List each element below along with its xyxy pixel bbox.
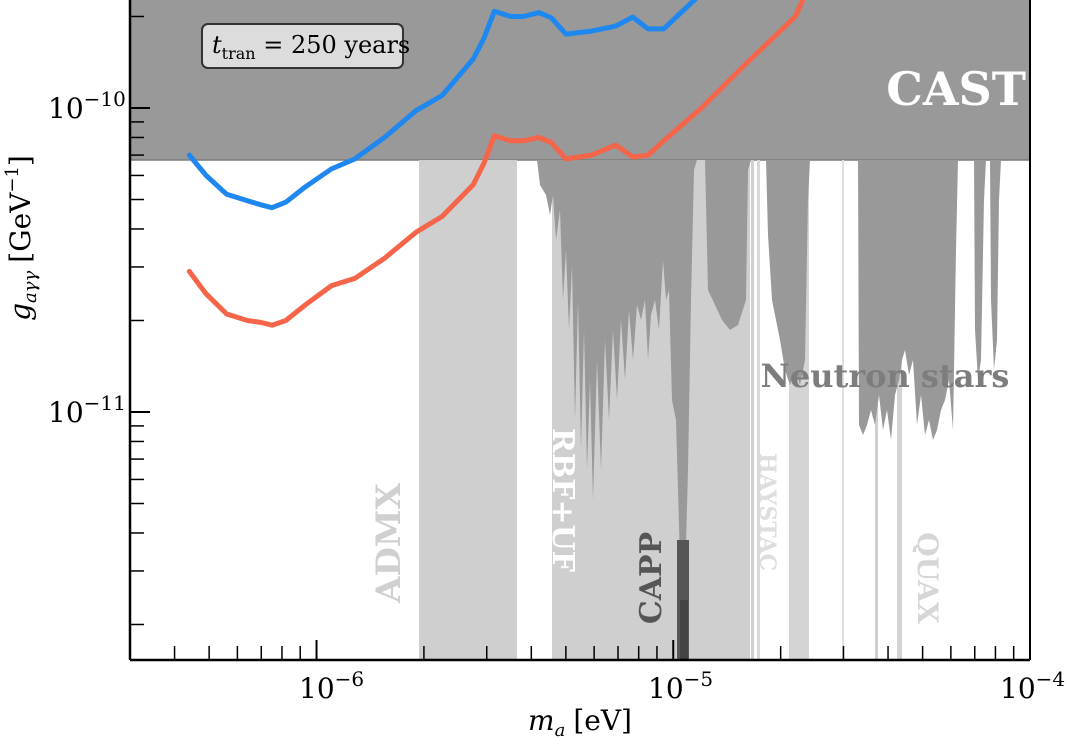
rbf-uf-gap-band-1: [751, 160, 754, 660]
x-tick-label-1e-6: 10−6: [299, 667, 364, 705]
y-axis-title: gaγγ[GeV−1]: [2, 155, 41, 321]
admx-label: ADMX: [369, 482, 409, 604]
y-tick-label-1e-10: 10−10: [48, 87, 126, 125]
haystac-label: HAYSTAC: [754, 453, 780, 571]
quax-label: QUAX: [911, 532, 944, 624]
annotation-var: t: [212, 31, 222, 59]
neutron-stars-region-4: [974, 160, 986, 380]
x-tick-label-1e-4: 10−4: [1000, 667, 1065, 705]
annotation-sub: tran: [222, 44, 256, 63]
neutron-stars-region-2: [766, 160, 810, 385]
y-tick-label-1e-11: 10−11: [48, 391, 126, 429]
neutron-stars-region-5: [990, 160, 1001, 370]
annotation-text: = 250 years: [256, 31, 411, 59]
capp-label: CAPP: [634, 532, 669, 624]
neutron-stars-region-3: [858, 160, 958, 440]
annotation-box: ttran = 250 years: [202, 24, 410, 68]
neutron-stars-label: Neutron stars: [761, 357, 1010, 395]
rbf-uf-gap-band-2: [757, 160, 760, 660]
rbf-uf-label: RBF+UF: [545, 428, 580, 572]
band-842: [842, 160, 844, 660]
x-tick-label-1e-5: 10−5: [648, 667, 713, 705]
cast-label: CAST: [886, 62, 1026, 116]
admx-band: [419, 160, 517, 660]
x-axis-title: ma [eV]: [528, 704, 632, 741]
capp-band-core: [680, 600, 688, 660]
